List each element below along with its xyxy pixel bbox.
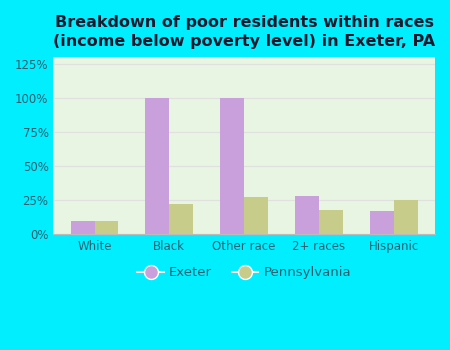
Bar — [145, 98, 169, 234]
Legend: Exeter, Pennsylvania: Exeter, Pennsylvania — [132, 261, 356, 285]
Bar — [244, 197, 268, 234]
Bar — [394, 200, 418, 235]
Bar — [94, 221, 118, 234]
Bar — [370, 211, 394, 234]
Bar — [169, 204, 194, 234]
Bar — [71, 221, 94, 234]
Bar — [295, 196, 319, 235]
Bar — [319, 210, 343, 235]
Bar — [220, 98, 244, 234]
Title: Breakdown of poor residents within races
(income below poverty level) in Exeter,: Breakdown of poor residents within races… — [53, 15, 435, 49]
